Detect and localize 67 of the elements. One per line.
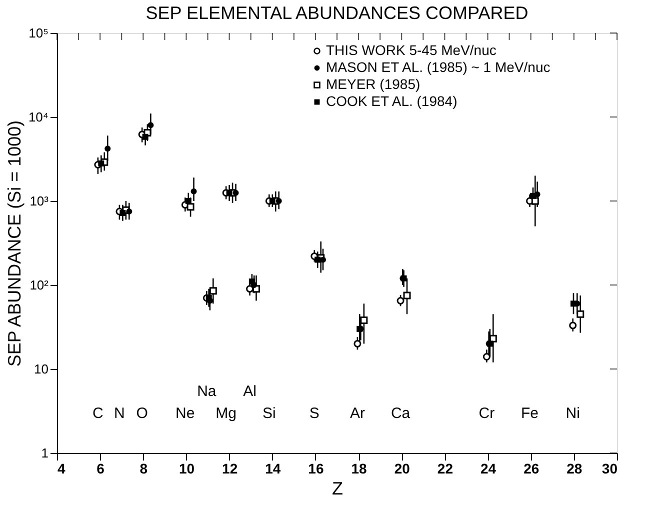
point [314,256,321,263]
annotation: Na [197,383,217,400]
annotation: Ne [176,405,195,422]
x-tick-label: 20 [394,460,410,476]
point [360,316,368,324]
annotation: O [136,405,148,422]
point [232,190,239,196]
legend-label: MEYER (1985) [326,76,420,92]
point [354,340,362,348]
point [482,352,490,360]
x-tick-label: 8 [140,460,148,476]
x-tick-label: 16 [308,460,324,476]
point [569,322,577,330]
annotation: N [114,405,125,422]
point [126,208,132,214]
x-tick-label: 22 [437,460,454,476]
point [185,198,192,204]
point [576,310,584,318]
y-tick-label: 10³ [30,194,50,208]
point [104,146,111,152]
x-tick-label: 12 [222,460,238,476]
x-tick-label: 30 [602,460,618,476]
point [186,203,194,211]
x-tick-label: 26 [524,460,540,476]
point [403,292,411,300]
point [269,198,276,204]
y-tick-label: 10⁵ [28,26,48,40]
point [209,287,217,295]
point [530,192,536,199]
annotation: Cr [478,405,495,422]
point [320,256,326,263]
point [570,300,576,307]
annotation: Si [262,405,276,422]
y-tick-label: 10⁴ [28,110,48,124]
annotation: Al [243,383,256,400]
y-tick-label: 10 [34,362,48,376]
point [148,122,154,128]
annotation: Ar [350,405,365,422]
x-tick-label: 6 [96,460,105,476]
point [226,190,232,196]
annotation: Mg [216,405,236,422]
point [142,134,148,140]
x-tick-label: 24 [480,460,496,476]
x-tick-label: 18 [351,460,368,476]
y-tick-label: 1 [41,446,48,460]
point [248,278,255,285]
legend-label: MASON ET AL. (1985) ~ 1 MeV/nuc [326,59,550,75]
x-tick-label: 28 [566,460,582,476]
annotation: Ni [566,405,580,422]
annotation: Fe [521,405,539,422]
legend-label: COOK ET AL. (1984) [326,93,458,109]
y-tick-label: 10² [30,278,50,292]
annotation: C [92,405,104,422]
point [276,198,282,204]
x-tick-label: 10 [178,460,195,476]
y-axis-title: SEP ABUNDANCE (Si = 1000) [4,120,24,367]
annotation: Ca [390,405,411,422]
chart-title: SEP ELEMENTAL ABUNDANCES COMPARED [146,3,528,23]
point [98,160,104,166]
x-axis-title: Z [332,478,343,498]
x-tick-label: 14 [265,460,281,476]
point [396,296,404,304]
point [120,210,126,216]
point [190,188,197,194]
legend-label: THIS WORK 5-45 MeV/nuc [326,42,496,58]
x-tick-label: 4 [58,460,66,476]
annotation: S [309,405,320,422]
